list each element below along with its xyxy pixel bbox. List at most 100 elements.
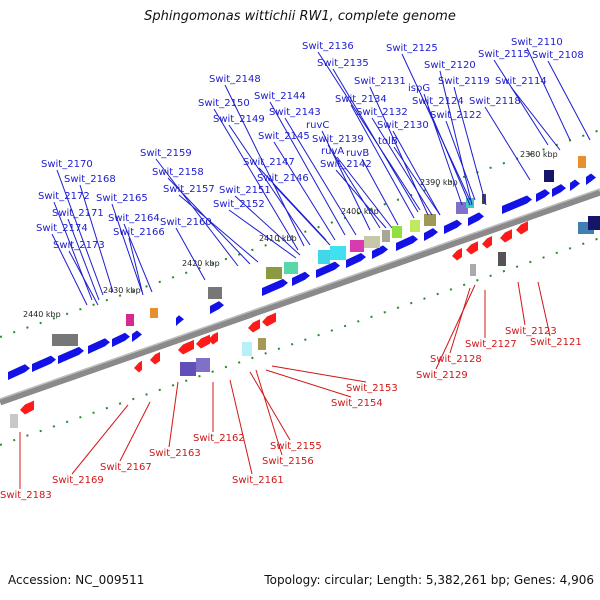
gene-label-swit-2147[interactable]: Swit_2147 bbox=[243, 157, 295, 168]
gene-label-swit-2168[interactable]: Swit_2168 bbox=[64, 174, 116, 185]
reverse-gene-arrow[interactable] bbox=[248, 319, 260, 333]
reverse-gene-block[interactable] bbox=[180, 362, 196, 376]
reverse-gene-arrow[interactable] bbox=[466, 241, 478, 255]
forward-gene-arrow[interactable] bbox=[552, 184, 566, 197]
gene-label-swit-2110[interactable]: Swit_2110 bbox=[511, 37, 563, 48]
gene-label-swit-2136[interactable]: Swit_2136 bbox=[302, 41, 354, 52]
gene-label-swit-2142[interactable]: Swit_2142 bbox=[320, 159, 372, 170]
reverse-gene-block[interactable] bbox=[10, 414, 18, 428]
forward-gene-arrow[interactable] bbox=[586, 173, 596, 186]
reverse-gene-arrow[interactable] bbox=[500, 229, 512, 243]
gene-label-swit-2139[interactable]: Swit_2139 bbox=[312, 134, 364, 145]
forward-gene-arrow[interactable] bbox=[468, 212, 484, 226]
forward-gene-arrow[interactable] bbox=[396, 235, 418, 251]
forward-gene-block[interactable] bbox=[52, 334, 78, 346]
reverse-gene-block[interactable] bbox=[196, 358, 210, 372]
gene-label-swit-2130[interactable]: Swit_2130 bbox=[377, 120, 429, 131]
gene-label-ruvc[interactable]: ruvC bbox=[306, 120, 329, 131]
reverse-gene-arrow[interactable] bbox=[452, 248, 462, 261]
gene-label-swit-2169[interactable]: Swit_2169 bbox=[52, 475, 104, 486]
gene-label-swit-2121[interactable]: Swit_2121 bbox=[530, 337, 582, 348]
gene-label-swit-2153[interactable]: Swit_2153 bbox=[346, 383, 398, 394]
forward-gene-block[interactable] bbox=[350, 240, 364, 252]
gene-label-swit-2159[interactable]: Swit_2159 bbox=[140, 148, 192, 159]
gene-label-swit-2132[interactable]: Swit_2132 bbox=[356, 107, 408, 118]
forward-gene-arrow[interactable] bbox=[32, 355, 56, 372]
forward-gene-arrow[interactable] bbox=[502, 195, 532, 215]
reverse-gene-arrow[interactable] bbox=[262, 312, 276, 327]
reverse-gene-block[interactable] bbox=[258, 338, 266, 350]
gene-label-swit-2146[interactable]: Swit_2146 bbox=[257, 173, 309, 184]
gene-label-swit-2128[interactable]: Swit_2128 bbox=[430, 354, 482, 365]
forward-gene-block[interactable] bbox=[382, 230, 390, 242]
forward-gene-block[interactable] bbox=[318, 250, 330, 264]
forward-gene-block[interactable] bbox=[208, 287, 222, 299]
gene-label-swit-2131[interactable]: Swit_2131 bbox=[354, 76, 406, 87]
gene-label-ruvb[interactable]: ruvB bbox=[346, 148, 369, 159]
gene-label-swit-2127[interactable]: Swit_2127 bbox=[465, 339, 517, 350]
forward-gene-arrow[interactable] bbox=[570, 179, 580, 192]
reverse-gene-arrow[interactable] bbox=[178, 339, 194, 355]
forward-gene-block[interactable] bbox=[544, 170, 554, 182]
gene-label-swit-2148[interactable]: Swit_2148 bbox=[209, 74, 261, 85]
gene-label-swit-2170[interactable]: Swit_2170 bbox=[41, 159, 93, 170]
gene-label-swit-2108[interactable]: Swit_2108 bbox=[532, 50, 584, 61]
gene-label-swit-2156[interactable]: Swit_2156 bbox=[262, 456, 314, 467]
gene-label-swit-2174[interactable]: Swit_2174 bbox=[36, 223, 88, 234]
gene-label-swit-2114[interactable]: Swit_2114 bbox=[495, 76, 547, 87]
forward-gene-block[interactable] bbox=[330, 246, 346, 260]
forward-gene-arrow[interactable] bbox=[8, 364, 30, 380]
reverse-gene-arrow[interactable] bbox=[20, 400, 34, 415]
reverse-gene-arrow[interactable] bbox=[134, 360, 142, 373]
forward-gene-block[interactable] bbox=[266, 267, 282, 279]
gene-label-swit-2119[interactable]: Swit_2119 bbox=[438, 76, 490, 87]
gene-label-swit-2172[interactable]: Swit_2172 bbox=[38, 191, 90, 202]
gene-label-swit-2123[interactable]: Swit_2123 bbox=[505, 326, 557, 337]
gene-label-swit-2149[interactable]: Swit_2149 bbox=[213, 114, 265, 125]
gene-label-swit-2124[interactable]: Swit_2124 bbox=[412, 96, 464, 107]
reverse-gene-arrow[interactable] bbox=[150, 352, 160, 365]
forward-gene-arrow[interactable] bbox=[176, 315, 184, 326]
gene-label-swit-2155[interactable]: Swit_2155 bbox=[270, 441, 322, 452]
gene-label-swit-2154[interactable]: Swit_2154 bbox=[331, 398, 383, 409]
forward-gene-arrow[interactable] bbox=[112, 332, 130, 347]
reverse-gene-arrow[interactable] bbox=[482, 236, 492, 249]
gene-label-tolb[interactable]: tolB bbox=[378, 136, 398, 147]
forward-gene-block[interactable] bbox=[126, 314, 134, 326]
forward-gene-block[interactable] bbox=[466, 198, 474, 208]
forward-gene-block[interactable] bbox=[150, 308, 158, 318]
gene-label-swit-2157[interactable]: Swit_2157 bbox=[163, 184, 215, 195]
gene-label-swit-2165[interactable]: Swit_2165 bbox=[96, 193, 148, 204]
gene-label-swit-2144[interactable]: Swit_2144 bbox=[254, 91, 306, 102]
forward-gene-arrow[interactable] bbox=[316, 261, 340, 278]
gene-label-swit-2166[interactable]: Swit_2166 bbox=[113, 227, 165, 238]
forward-gene-block[interactable] bbox=[424, 214, 436, 226]
gene-label-swit-2135[interactable]: Swit_2135 bbox=[317, 58, 369, 69]
forward-gene-block[interactable] bbox=[392, 226, 402, 238]
reverse-gene-block[interactable] bbox=[470, 264, 476, 276]
forward-gene-arrow[interactable] bbox=[536, 189, 550, 202]
forward-gene-arrow[interactable] bbox=[424, 228, 438, 241]
gene-label-swit-2161[interactable]: Swit_2161 bbox=[232, 475, 284, 486]
gene-label-swit-2167[interactable]: Swit_2167 bbox=[100, 462, 152, 473]
forward-gene-arrow[interactable] bbox=[292, 271, 310, 286]
reverse-gene-block[interactable] bbox=[588, 216, 600, 230]
gene-label-swit-2143[interactable]: Swit_2143 bbox=[269, 107, 321, 118]
reverse-gene-block[interactable] bbox=[498, 252, 506, 266]
forward-gene-block[interactable] bbox=[364, 236, 380, 248]
forward-gene-arrow[interactable] bbox=[262, 278, 288, 296]
forward-gene-block[interactable] bbox=[284, 262, 298, 274]
gene-label-swit-2162[interactable]: Swit_2162 bbox=[193, 433, 245, 444]
gene-label-swit-2118[interactable]: Swit_2118 bbox=[469, 96, 521, 107]
gene-label-swit-2150[interactable]: Swit_2150 bbox=[198, 98, 250, 109]
gene-label-swit-2120[interactable]: Swit_2120 bbox=[424, 60, 476, 71]
gene-label-swit-2151[interactable]: Swit_2151 bbox=[219, 185, 271, 196]
gene-label-swit-2129[interactable]: Swit_2129 bbox=[416, 370, 468, 381]
reverse-gene-arrow[interactable] bbox=[516, 221, 528, 235]
gene-label-swit-2122[interactable]: Swit_2122 bbox=[430, 110, 482, 121]
reverse-gene-block[interactable] bbox=[242, 342, 252, 356]
gene-label-swit-2160[interactable]: Swit_2160 bbox=[160, 217, 212, 228]
reverse-gene-arrow[interactable] bbox=[208, 332, 218, 345]
gene-label-swit-2115[interactable]: Swit_2115 bbox=[478, 49, 530, 60]
gene-label-swit-2158[interactable]: Swit_2158 bbox=[152, 167, 204, 178]
